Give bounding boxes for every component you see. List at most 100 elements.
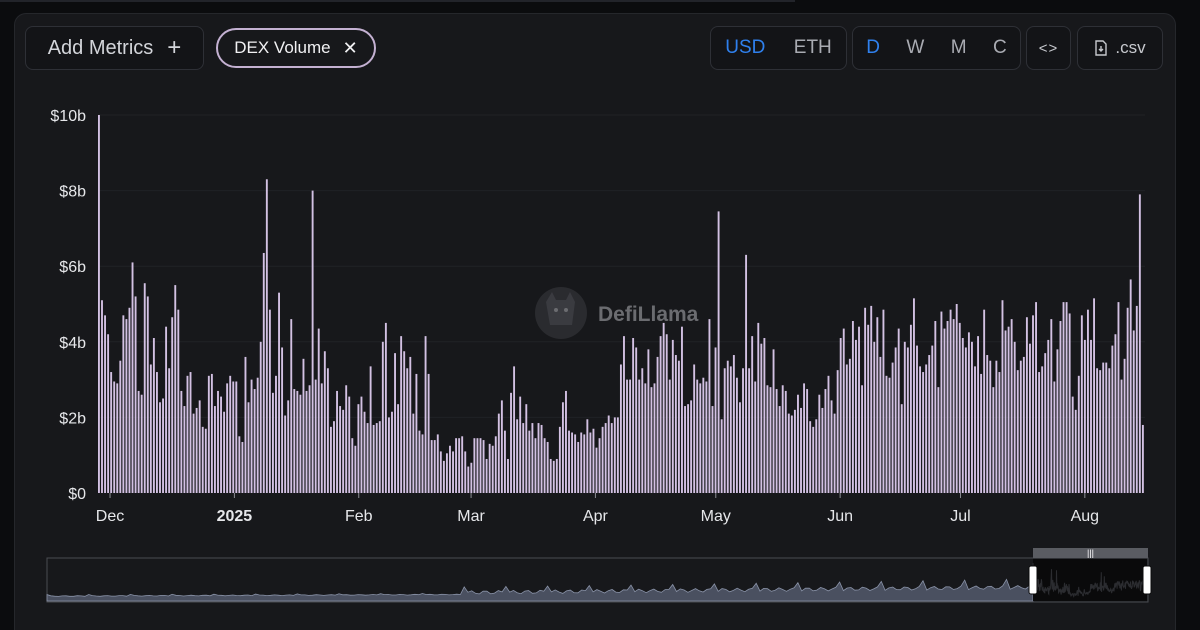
bar (1062, 302, 1065, 493)
add-metrics-button[interactable]: Add Metrics + (25, 26, 204, 70)
bar (232, 381, 235, 493)
bar (928, 355, 931, 493)
bar (989, 360, 992, 493)
bar (207, 375, 210, 493)
bar (1065, 302, 1068, 493)
bar (595, 447, 598, 493)
bar (159, 402, 161, 493)
bar (626, 379, 628, 493)
bar (964, 347, 967, 493)
bar (879, 356, 882, 493)
bar (629, 379, 632, 493)
bar (479, 438, 482, 493)
close-icon[interactable]: ✕ (342, 38, 358, 58)
bar (397, 404, 400, 493)
bar (213, 406, 216, 493)
bar (580, 432, 583, 493)
bar (897, 328, 900, 493)
add-metrics-label: Add Metrics (47, 36, 154, 59)
bar (113, 381, 116, 493)
period-option-cumulative[interactable]: C (993, 37, 1007, 58)
bar (1022, 356, 1025, 493)
bar (656, 356, 659, 493)
embed-button[interactable]: <> (1026, 26, 1071, 70)
bar (543, 438, 546, 493)
bar (839, 338, 842, 493)
top-edge-line (0, 0, 795, 2)
bar (247, 402, 250, 493)
bar (415, 373, 418, 493)
bar (210, 373, 213, 493)
bar (1090, 339, 1092, 493)
bar (143, 283, 146, 493)
bar (525, 404, 528, 493)
bar (931, 345, 934, 493)
x-tick-label: Mar (457, 508, 485, 525)
bar (253, 389, 256, 493)
period-option-daily[interactable]: D (866, 37, 880, 58)
download-csv-button[interactable]: .csv (1077, 26, 1163, 70)
bar (864, 307, 867, 493)
bar (641, 368, 644, 493)
bar (1047, 339, 1050, 493)
bar (442, 460, 445, 493)
bar (1016, 370, 1019, 493)
bar (763, 338, 766, 493)
bar (1056, 349, 1059, 493)
bar (619, 364, 622, 493)
bar (787, 413, 790, 493)
bar (662, 322, 665, 493)
bar (204, 428, 207, 493)
currency-option-usd[interactable]: USD (725, 37, 766, 58)
bar (125, 319, 128, 493)
watermark-text: DefiLlama (598, 303, 699, 326)
bar (296, 390, 299, 493)
bar (980, 373, 983, 493)
bar (1099, 370, 1102, 493)
bar (259, 341, 262, 493)
bar (528, 430, 531, 493)
period-option-weekly[interactable]: W (906, 37, 925, 58)
brush-side-handle (1028, 565, 1038, 595)
bar (482, 440, 485, 493)
bar (827, 375, 830, 493)
bar (720, 419, 723, 493)
bar (1007, 326, 1010, 493)
bar (223, 411, 226, 493)
bar (546, 441, 549, 493)
bar (134, 296, 137, 493)
bar (540, 424, 543, 493)
y-tick-label: $4b (59, 335, 86, 352)
brush-top-handle (1033, 548, 1148, 558)
bar (186, 375, 189, 493)
bar (287, 400, 290, 493)
y-tick-label: $10b (50, 108, 86, 125)
bar (986, 355, 989, 493)
bar (354, 445, 357, 493)
bar (339, 406, 342, 493)
bar (946, 321, 949, 493)
bar (711, 406, 714, 493)
bar (503, 430, 506, 493)
bar (198, 400, 201, 493)
bar (598, 438, 601, 493)
bar (708, 319, 711, 493)
bar (116, 383, 119, 493)
bar (488, 443, 491, 493)
metric-chip-dex-volume[interactable]: DEX Volume ✕ (216, 28, 376, 68)
bar (293, 389, 296, 493)
bar (497, 413, 500, 493)
x-tick-label: Jun (827, 508, 853, 525)
currency-option-eth[interactable]: ETH (793, 37, 832, 58)
bar (537, 423, 540, 493)
bar (375, 423, 378, 493)
range-brush[interactable]: ||| (46, 548, 1152, 603)
bar (961, 338, 964, 493)
bar (971, 341, 973, 493)
bar (195, 407, 198, 493)
bar (299, 394, 302, 493)
bar (696, 379, 699, 493)
bar (531, 423, 534, 493)
period-option-monthly[interactable]: M (950, 37, 967, 58)
